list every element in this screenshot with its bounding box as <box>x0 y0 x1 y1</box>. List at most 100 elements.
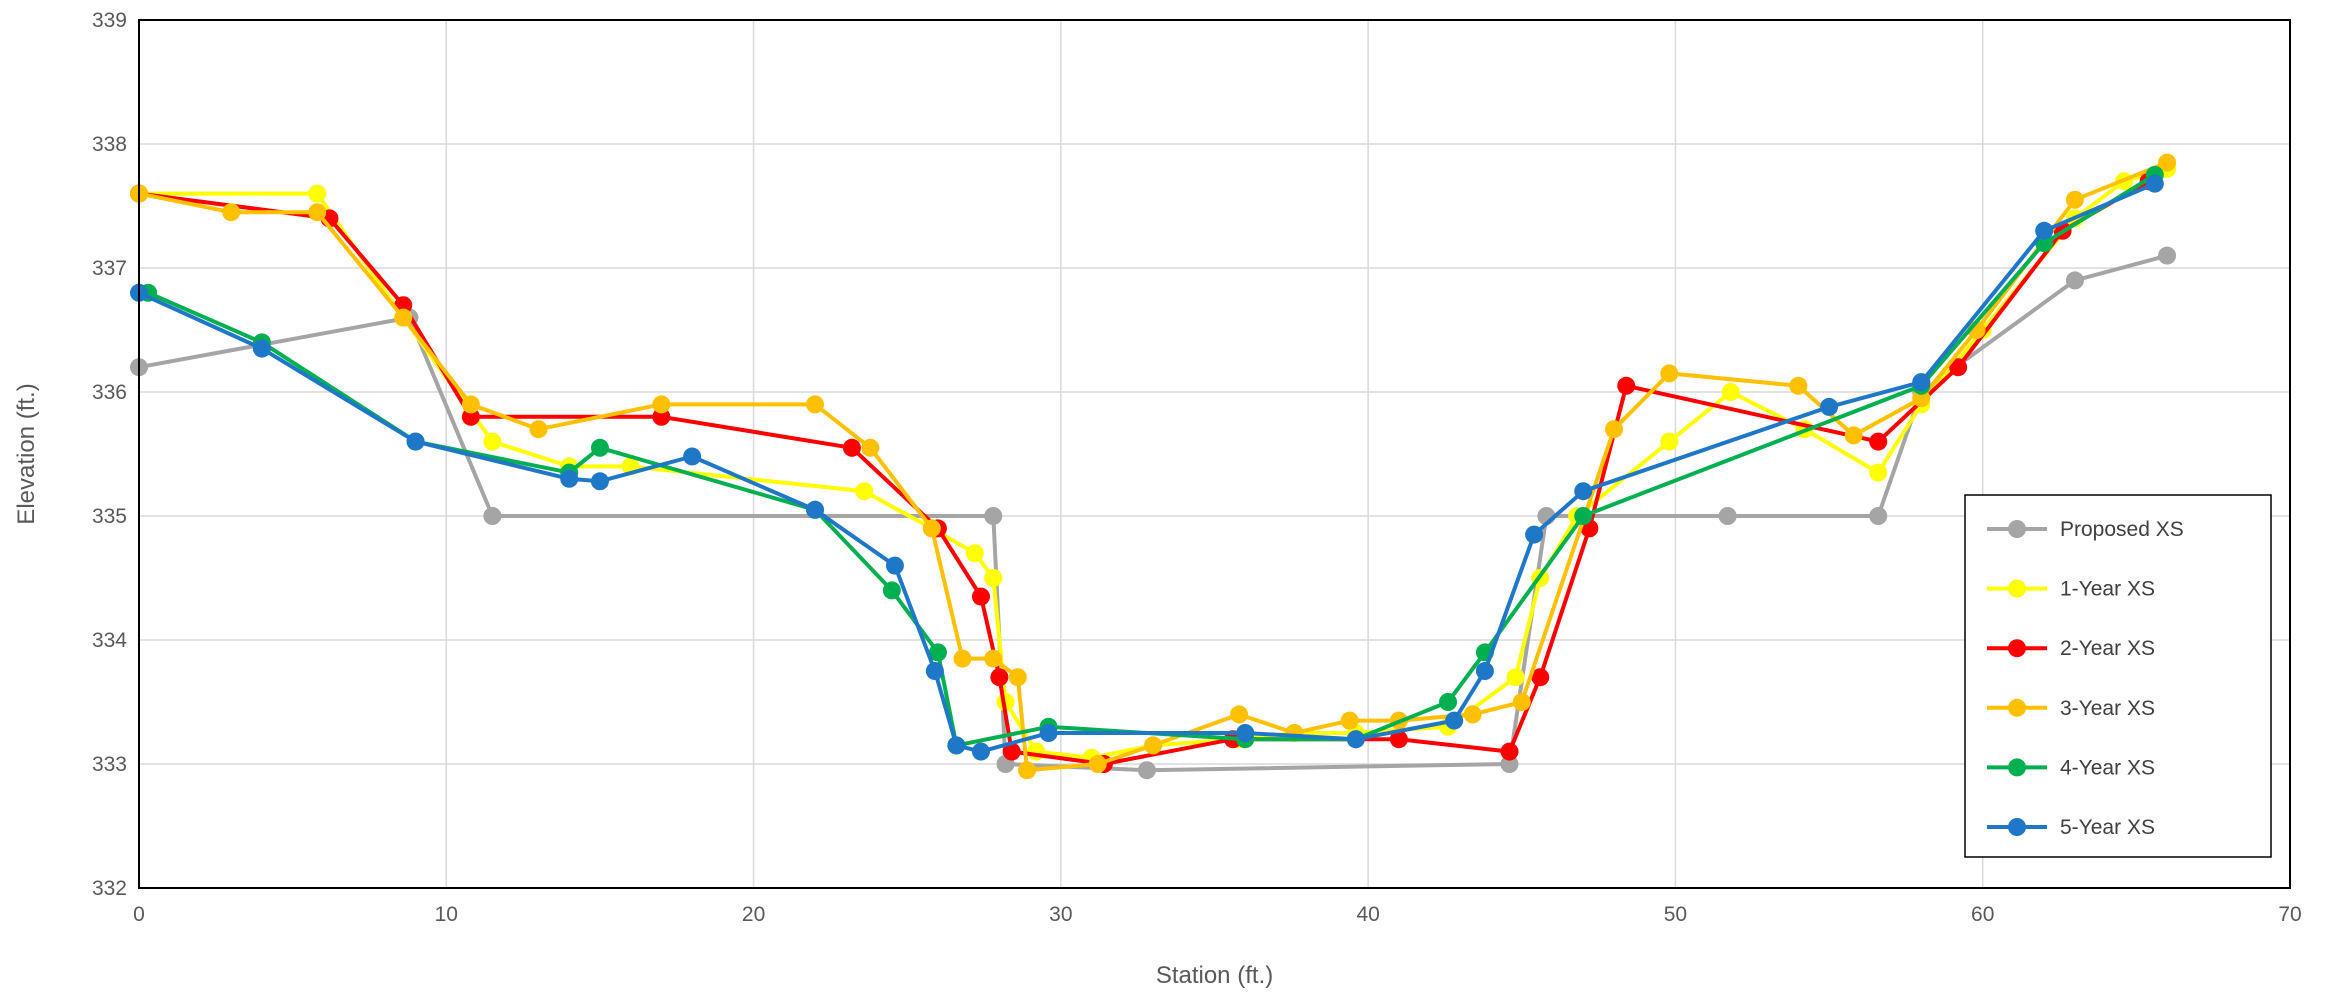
data-point <box>984 569 1003 587</box>
legend-label: 3-Year XS <box>2060 697 2155 720</box>
legend-swatch-marker <box>2008 520 2026 538</box>
data-point <box>1617 376 1636 395</box>
data-point <box>953 649 972 668</box>
data-point <box>1820 397 1839 416</box>
y-tick-label: 339 <box>92 9 127 32</box>
series-line <box>147 173 2156 748</box>
legend-item: Proposed XS <box>1987 518 2184 541</box>
data-point <box>1869 463 1888 482</box>
data-point <box>2035 221 2054 240</box>
data-point <box>1660 364 1679 383</box>
series-line <box>138 160 2168 773</box>
data-point <box>1506 668 1525 687</box>
y-tick-label: 338 <box>92 133 127 156</box>
series-5-year-xs <box>130 174 2164 761</box>
data-point <box>1236 724 1255 742</box>
series-line <box>138 181 2156 754</box>
series-3-year-xs <box>130 153 2177 780</box>
data-point <box>2158 153 2177 172</box>
data-point <box>1512 693 1531 711</box>
data-point <box>1230 705 1249 724</box>
data-point <box>590 438 609 457</box>
data-point <box>965 544 984 563</box>
x-tick-label: 0 <box>133 903 145 926</box>
legend-item: 3-Year XS <box>1987 697 2155 720</box>
legend-swatch-marker <box>2008 579 2026 598</box>
data-point <box>855 482 874 501</box>
data-point <box>308 203 327 222</box>
y-tick-label: 336 <box>92 381 127 404</box>
data-point <box>461 407 480 426</box>
legend-swatch-marker <box>2008 758 2026 777</box>
x-tick-label: 10 <box>435 903 458 926</box>
data-point <box>1789 376 1808 395</box>
x-tick-label: 30 <box>1049 903 1072 926</box>
data-point <box>971 742 990 761</box>
data-point <box>1500 755 1519 773</box>
data-point <box>1660 432 1679 451</box>
data-point <box>2158 246 2177 265</box>
data-point <box>922 519 941 538</box>
data-point <box>406 432 425 451</box>
data-point <box>529 420 548 439</box>
data-point <box>1574 507 1593 525</box>
data-point <box>1008 668 1027 687</box>
data-point <box>925 662 944 680</box>
data-point <box>222 203 241 222</box>
data-point <box>1525 525 1544 544</box>
y-tick-label: 335 <box>92 505 127 528</box>
legend-item: 2-Year XS <box>1987 637 2155 660</box>
legend-item: 5-Year XS <box>1987 816 2155 839</box>
data-point <box>1531 668 1550 687</box>
data-point <box>2145 174 2164 193</box>
data-point <box>1002 742 1021 761</box>
legend-label: Proposed XS <box>2060 518 2184 541</box>
data-point <box>683 447 702 466</box>
data-point <box>1604 420 1623 439</box>
x-tick-label: 50 <box>1664 903 1687 926</box>
data-point <box>252 339 271 358</box>
legend-label: 1-Year XS <box>2060 578 2155 601</box>
legend-item: 1-Year XS <box>1987 578 2155 601</box>
x-tick-label: 60 <box>1971 903 1994 926</box>
data-point <box>1949 358 1968 377</box>
data-point <box>652 407 671 426</box>
data-point <box>861 438 880 457</box>
legend-label: 2-Year XS <box>2060 637 2155 660</box>
data-point <box>483 507 502 525</box>
data-point <box>842 438 861 457</box>
series-group <box>130 153 2177 780</box>
data-point <box>1027 742 1046 761</box>
data-point <box>590 472 609 491</box>
data-point <box>1445 711 1464 730</box>
data-point <box>1340 711 1359 730</box>
data-point <box>990 668 1009 687</box>
y-tick-label: 333 <box>92 753 127 776</box>
legend-label: 4-Year XS <box>2060 756 2155 779</box>
data-point <box>947 736 966 755</box>
data-point <box>1018 761 1037 780</box>
y-tick-label: 332 <box>92 877 127 900</box>
legend-item: 4-Year XS <box>1987 756 2155 779</box>
data-point <box>308 184 327 203</box>
data-point <box>483 432 502 451</box>
legend-swatch-marker <box>2008 818 2026 836</box>
data-point <box>1869 507 1888 525</box>
legend-swatch-marker <box>2008 639 2026 658</box>
data-point <box>806 395 825 414</box>
data-point <box>560 469 579 488</box>
data-point <box>882 581 901 600</box>
data-point <box>2065 271 2084 290</box>
data-point <box>1869 432 1888 451</box>
data-point <box>1500 742 1519 761</box>
data-point <box>1912 373 1931 392</box>
data-point <box>928 643 947 662</box>
data-point <box>984 507 1003 525</box>
data-point <box>1088 755 1107 773</box>
x-tick-labels: 0 10 20 30 40 50 60 70 <box>133 903 2302 926</box>
data-point <box>1389 730 1408 749</box>
data-point <box>1463 705 1482 724</box>
x-tick-label: 70 <box>2278 903 2301 926</box>
